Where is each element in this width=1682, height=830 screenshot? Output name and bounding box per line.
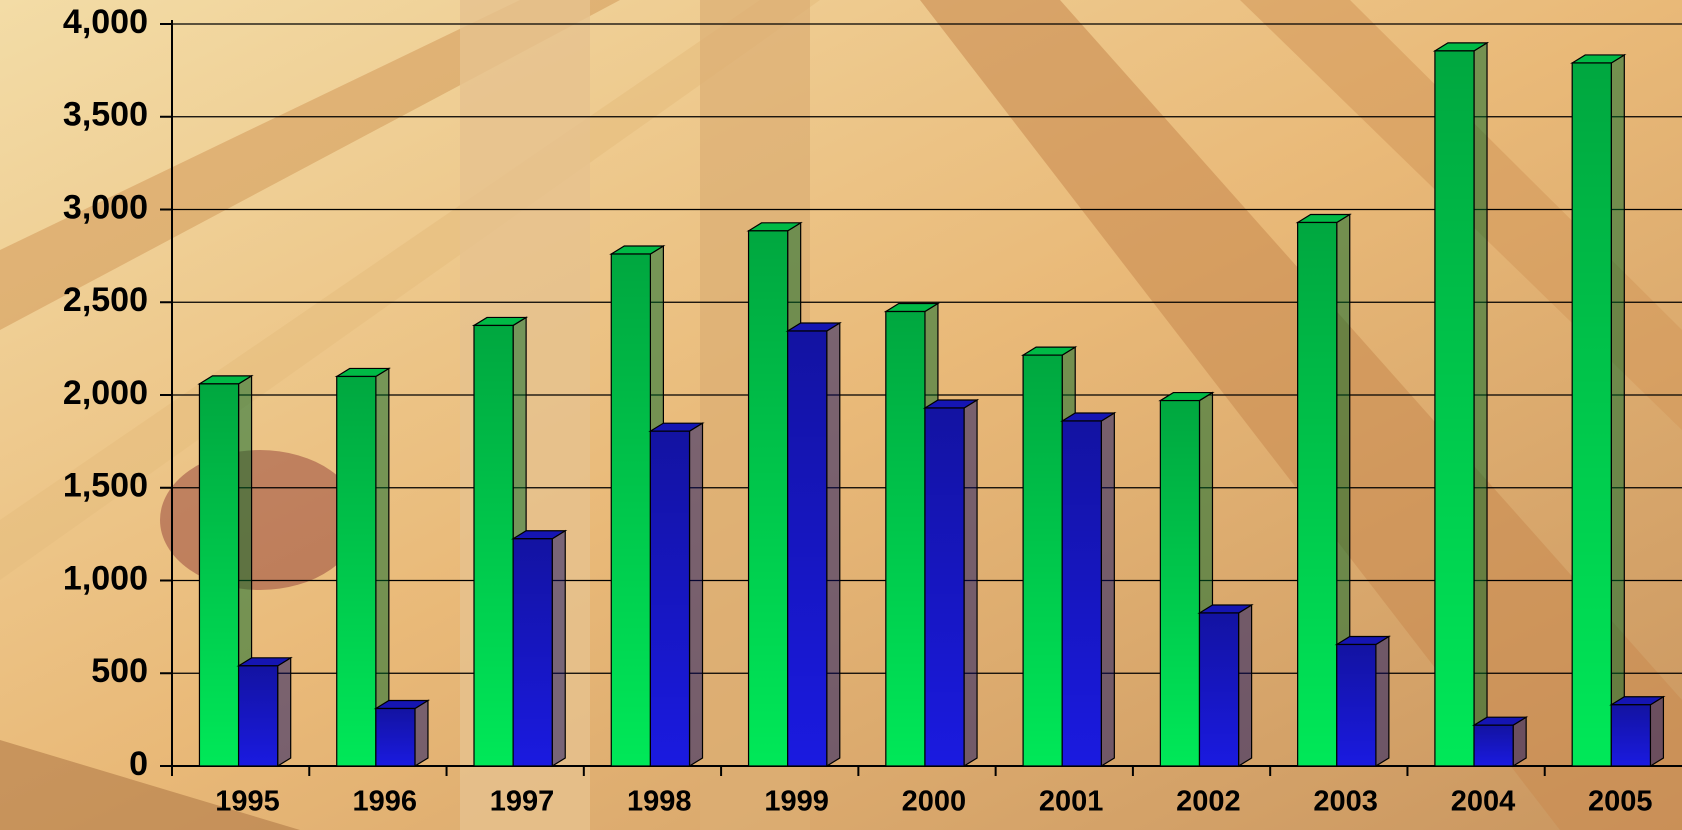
bar-side [1649, 695, 1665, 768]
bar-side [826, 321, 841, 768]
bar-side [1375, 635, 1390, 768]
bar-side [414, 699, 429, 768]
bar-shading [885, 311, 925, 766]
y-tick-label: 2,500 [63, 281, 148, 319]
x-tick-label: 1997 [490, 786, 555, 818]
x-tick-label: 2002 [1176, 786, 1241, 818]
bar-shading [924, 407, 965, 766]
y-tick-label: 1,000 [63, 559, 148, 597]
bar-shading [238, 665, 278, 766]
bar-side [963, 398, 978, 768]
bar-shading [1023, 355, 1063, 766]
y-tick-label: 2,000 [63, 374, 148, 412]
bar-side [1610, 53, 1625, 768]
bar-side [688, 422, 704, 768]
bar-shading [1160, 400, 1200, 766]
bar-shading [199, 383, 239, 766]
bar-shading [748, 230, 788, 766]
x-tick-label: 2004 [1451, 786, 1516, 818]
bar-side [1473, 41, 1488, 768]
x-tick-label: 1999 [764, 786, 829, 818]
bar-side [1100, 411, 1115, 768]
x-tick-label: 2001 [1039, 786, 1104, 818]
bar-shading [1062, 420, 1102, 766]
bar-side [1238, 603, 1253, 768]
bar-shading [650, 431, 690, 766]
y-tick-label: 0 [129, 745, 148, 783]
y-tick-label: 500 [91, 652, 148, 690]
x-tick-label: 2000 [902, 786, 967, 818]
y-tick-label: 4,000 [63, 3, 148, 41]
x-tick-label: 1995 [215, 786, 280, 818]
bar-side [277, 656, 292, 768]
bar-shading [375, 708, 415, 766]
x-tick-label: 2003 [1313, 786, 1378, 818]
bar-shading [787, 331, 827, 766]
y-tick-label: 3,500 [63, 96, 148, 134]
bar-shading [1336, 644, 1376, 766]
bar-shading [1572, 62, 1612, 766]
bar-shading [336, 376, 376, 766]
bar-side [551, 529, 566, 768]
bar-shading [1474, 725, 1514, 766]
bar-shading [1199, 612, 1239, 766]
plot-area: 0 500 1,000 1,500 2,000 2,500 3,000 3,500 4,000 1… [63, 3, 1682, 818]
bar-shading [1434, 50, 1475, 766]
bar-shading [513, 538, 553, 766]
y-tick-label: 3,000 [63, 188, 148, 226]
bar-shading [611, 254, 651, 766]
x-tick-label: 1998 [627, 786, 692, 818]
x-tick-label: 1996 [353, 786, 418, 818]
bar-shading [474, 325, 514, 766]
y-tick-label: 1,500 [63, 467, 148, 505]
bar-shading [1297, 222, 1337, 767]
bar-shading [1611, 704, 1651, 766]
x-tick-label: 2005 [1588, 786, 1653, 818]
